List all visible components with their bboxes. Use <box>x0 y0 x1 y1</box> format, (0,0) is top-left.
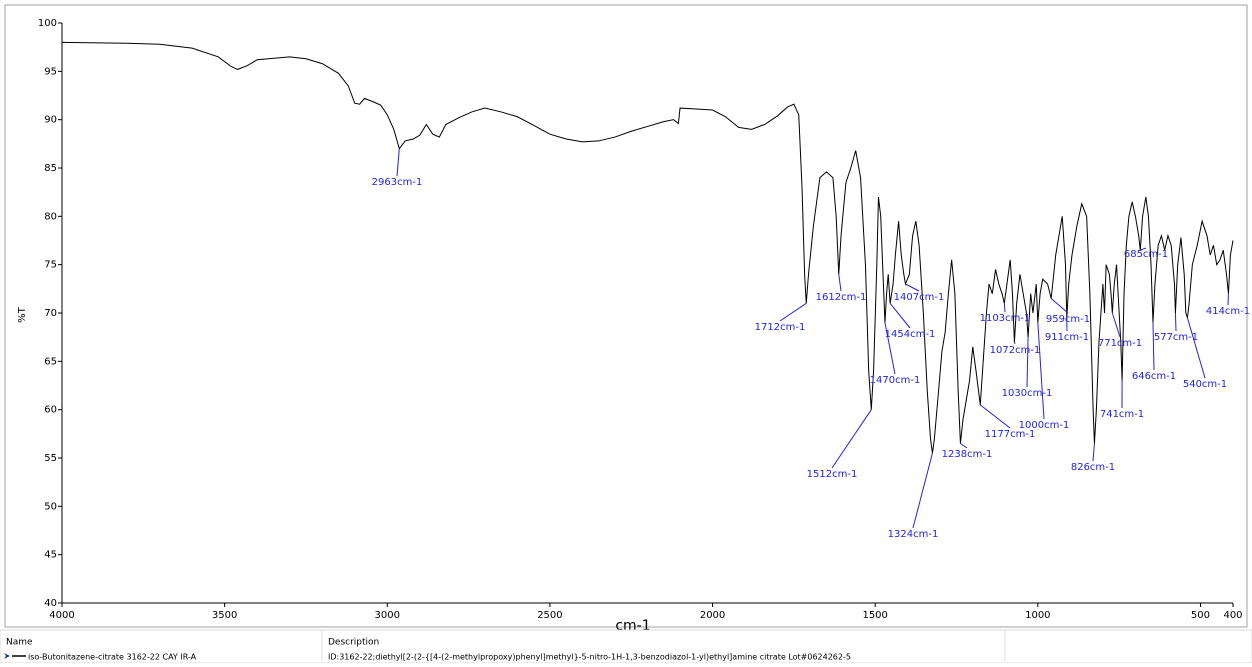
y-tick-label: 85 <box>44 163 57 174</box>
peak-label: 1612cm-1 <box>816 292 867 303</box>
peak-label: 1238cm-1 <box>942 449 993 460</box>
peak-leader <box>1175 313 1176 331</box>
peak-label: 959cm-1 <box>1046 314 1090 325</box>
peak-label: 911cm-1 <box>1045 332 1089 343</box>
peak-label: 1324cm-1 <box>888 529 939 540</box>
y-tick-label: 60 <box>44 405 57 416</box>
peak-label: 1072cm-1 <box>990 345 1041 356</box>
peak-label: 685cm-1 <box>1124 249 1168 260</box>
peak-label: 1454cm-1 <box>885 329 936 340</box>
x-tick-label: 1000 <box>1025 610 1050 621</box>
x-tick-label: 500 <box>1191 610 1210 621</box>
y-tick-label: 100 <box>38 18 57 29</box>
peak-label: 414cm-1 <box>1206 306 1250 317</box>
description: ID:3162-22;diethyl[2-(2-{[4-(2-methylpro… <box>328 653 851 662</box>
column-header: Name <box>6 638 33 648</box>
x-tick-label: 1500 <box>862 610 887 621</box>
peak-label: 1712cm-1 <box>755 322 806 333</box>
x-tick-label: 4000 <box>49 610 74 621</box>
peak-label: 826cm-1 <box>1071 462 1115 473</box>
peak-label: 1030cm-1 <box>1002 388 1053 399</box>
y-tick-label: 90 <box>44 115 57 126</box>
peak-leader <box>1004 303 1005 312</box>
y-tick-label: 45 <box>44 550 57 561</box>
x-tick-label: 3000 <box>375 610 400 621</box>
peak-leader <box>1014 342 1015 344</box>
peak-label: 2963cm-1 <box>372 177 423 188</box>
peak-label: 577cm-1 <box>1154 332 1198 343</box>
y-tick-label: 75 <box>44 260 57 271</box>
y-tick-label: 50 <box>44 501 57 512</box>
peak-label: 741cm-1 <box>1100 409 1144 420</box>
peak-label: 1407cm-1 <box>894 292 945 303</box>
peak-label: 1512cm-1 <box>807 469 858 480</box>
peak-label: 540cm-1 <box>1183 379 1227 390</box>
x-tick-label: 2000 <box>700 610 725 621</box>
y-tick-label: 40 <box>44 598 57 609</box>
y-tick-label: 65 <box>44 356 57 367</box>
legend-entry[interactable]: iso-Butonitazene-citrate 3162-22 CAY IR-… <box>28 653 197 662</box>
x-tick-label: 400 <box>1223 610 1242 621</box>
peak-label: 1470cm-1 <box>870 375 921 386</box>
y-tick-label: 70 <box>44 308 57 319</box>
peak-label: 1000cm-1 <box>1019 420 1070 431</box>
y-axis-label: %T <box>17 306 28 323</box>
column-header: Description <box>328 638 379 648</box>
y-tick-label: 55 <box>44 453 57 464</box>
peak-label: 771cm-1 <box>1098 338 1142 349</box>
x-tick-label: 3500 <box>212 610 237 621</box>
peak-label: 1103cm-1 <box>980 313 1031 324</box>
y-tick-label: 95 <box>44 66 57 77</box>
peak-label: 646cm-1 <box>1132 371 1176 382</box>
x-tick-label: 2500 <box>537 610 562 621</box>
y-tick-label: 80 <box>44 211 57 222</box>
